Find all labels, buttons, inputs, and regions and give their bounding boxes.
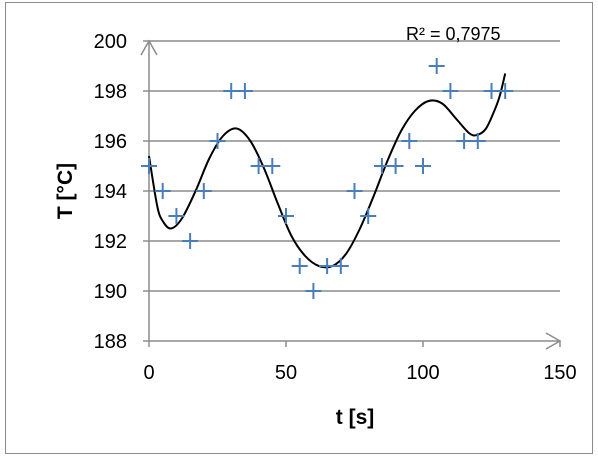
data-point-12 [305,283,322,299]
x-axis-title: t [s] [336,406,375,429]
r-squared-annotation: R² = 0,7975 [406,24,501,44]
data-point-6 [223,83,240,99]
data-point-5 [209,133,226,149]
data-point-4 [195,183,212,199]
y-axis-title: T [°C] [54,163,77,219]
y-tick-label-196: 196 [94,131,127,153]
data-point-7 [236,83,253,99]
y-tick-label-198: 198 [94,81,127,103]
y-tick-label-190: 190 [94,281,127,303]
x-axis-arrow [545,332,562,350]
data-point-9 [264,158,281,174]
y-tick-label-200: 200 [94,31,127,53]
data-point-0 [141,158,157,174]
y-tick-label-188: 188 [94,331,127,353]
y-tick-label-194: 194 [94,181,127,203]
data-point-1 [154,183,171,199]
x-tick-label-50: 50 [275,362,297,384]
data-point-15 [346,183,363,199]
axes [140,39,562,350]
data-point-8 [250,158,267,174]
data-point-21 [428,58,445,74]
data-point-26 [497,83,514,99]
data-point-2 [168,208,185,224]
y-tick-label-192: 192 [94,231,127,253]
data-point-19 [401,133,418,149]
data-point-11 [291,258,308,274]
data-point-16 [360,208,377,224]
data-point-20 [415,158,431,174]
gridlines [149,40,560,292]
data-point-10 [278,208,294,224]
data-point-25 [483,83,500,99]
trendline-group [148,73,507,269]
y-axis-arrow [140,39,158,56]
data-point-17 [373,158,390,174]
data-point-14 [332,258,349,274]
data-point-18 [387,158,404,174]
data-point-13 [319,258,336,274]
data-point-22 [442,83,459,99]
data-point-3 [182,233,199,249]
x-tick-label-100: 100 [406,362,439,384]
x-tick-label-150: 150 [543,362,576,384]
data-point-24 [469,133,486,149]
chart-frame [5,2,593,454]
x-tick-label-0: 0 [143,362,154,384]
data-point-23 [456,133,473,149]
tick-labels: 188 190 192 194 196 198 200 0 50 100 150 [94,31,577,384]
trendline-curve [148,73,507,269]
data-points [141,58,514,299]
